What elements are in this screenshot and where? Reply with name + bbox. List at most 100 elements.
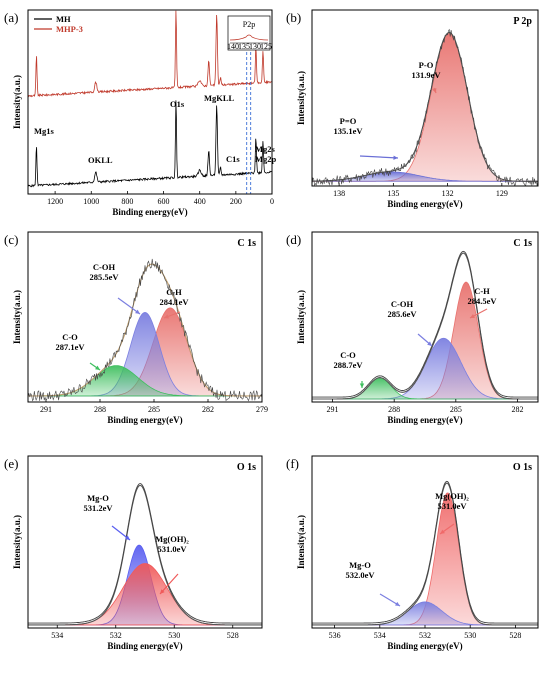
- panel-label: (e): [4, 456, 18, 471]
- raw-spectrum: [312, 480, 538, 624]
- x-tick-label: 291: [327, 405, 339, 414]
- peak-label-p-o: 135.1eV: [333, 126, 363, 136]
- inset-frame: [227, 15, 271, 51]
- x-tick-label: 135: [387, 189, 399, 198]
- peak-label-c-oh: C-OH: [93, 262, 116, 272]
- x-tick-label: 536: [329, 631, 341, 640]
- panel-title: C 1s: [237, 238, 256, 249]
- panel-label: (a): [4, 10, 18, 25]
- raw-spectrum: [28, 483, 262, 624]
- arrow-head: [470, 313, 475, 318]
- fit-envelope: [312, 252, 538, 400]
- peak-label-p-o: 131.9eV: [411, 70, 441, 80]
- x-tick-label: 530: [168, 631, 180, 640]
- x-tick-label: 528: [227, 631, 239, 640]
- legend-entry: MHP-3: [56, 24, 83, 34]
- peak-label-c-oh: 285.5eV: [89, 272, 119, 282]
- x-tick-label: 285: [450, 405, 462, 414]
- x-tick-label: 282: [511, 405, 523, 414]
- x-axis-label: Binding energy(eV): [387, 415, 462, 425]
- peak-label-mg-oh-2: Mg(OH)₂: [435, 491, 469, 501]
- x-tick-label: 285: [148, 405, 160, 414]
- peak-label-p-o: P-O: [419, 60, 434, 70]
- arrow-head: [432, 88, 437, 93]
- series-mhp-3-line: [27, 10, 273, 98]
- peak-label: Mg1s: [34, 126, 55, 136]
- x-tick-label: 400: [194, 197, 206, 206]
- peak-label-c-h: C-H: [474, 286, 490, 296]
- arrow-head: [164, 314, 169, 319]
- x-tick-label: 288: [94, 405, 106, 414]
- x-tick-label: 0: [270, 197, 274, 206]
- peak-label-mg-o: Mg-O: [87, 493, 109, 503]
- series-mh-line: [27, 100, 273, 188]
- panel-label: (b): [286, 10, 301, 25]
- inset-p2p: P2p 140 135 130 125: [227, 15, 272, 51]
- peak-label: C1s: [226, 154, 240, 164]
- x-tick-label: 534: [51, 631, 63, 640]
- peak-arrow: [359, 155, 399, 159]
- fit-envelope: [28, 484, 262, 626]
- inset-tick-label: 130: [249, 42, 261, 51]
- legend-entry: MH: [56, 14, 71, 24]
- peak-label-c-oh: C-OH: [391, 299, 414, 309]
- peak-label-mg-oh-2: 531.0eV: [157, 544, 187, 554]
- x-tick-label: 279: [256, 405, 268, 414]
- peak-label: MgKLL: [204, 93, 235, 103]
- arrow-head: [393, 155, 398, 160]
- x-tick-label: 291: [40, 405, 52, 414]
- arrow-head: [95, 365, 100, 370]
- panel-b: 138 135 132 129 Binding energy(eV) Intensity(…: [286, 9, 539, 209]
- x-tick-label: 534: [374, 631, 386, 640]
- peak-label-c-h: 284.1eV: [159, 297, 189, 307]
- plot-frame: [27, 455, 263, 629]
- x-tick-label: 132: [442, 189, 454, 198]
- arrow-head: [440, 529, 445, 534]
- peak-label-mg-oh-2: 531.0eV: [437, 501, 467, 511]
- fit-envelope: [312, 482, 538, 626]
- panel-label: (d): [286, 232, 301, 247]
- peak-label: Mg2s: [255, 144, 276, 154]
- arrow-head: [135, 309, 140, 314]
- inset-tick-label: 125: [260, 42, 272, 51]
- component-peak-mg-o: [311, 601, 539, 626]
- peak-label: O1s: [170, 99, 185, 109]
- inset-tick-label: 135: [238, 42, 250, 51]
- y-axis-label: Intensity(a.u.): [12, 515, 22, 569]
- x-tick-label: 129: [496, 189, 508, 198]
- panel-label: (c): [4, 232, 18, 247]
- panel-title: P 2p: [513, 16, 532, 27]
- x-tick-label: 138: [333, 189, 345, 198]
- x-tick-label: 532: [419, 631, 431, 640]
- component-peak-mg-oh-2: [27, 563, 263, 626]
- peak-label-p-o: P=O: [340, 116, 357, 126]
- peak-label-c-h: C-H: [166, 287, 182, 297]
- panel-e: 534 532 530 528 Binding energy(eV) Intensity(…: [4, 455, 263, 651]
- plot-frame: [311, 231, 539, 403]
- peak-label: Mg2p: [255, 154, 277, 164]
- plot-frame: [311, 9, 539, 187]
- inset-title: P2p: [243, 20, 255, 29]
- x-axis-label: Binding energy(eV): [387, 199, 462, 209]
- y-axis-label: Intensity(a.u.): [296, 515, 306, 569]
- raw-spectrum: [27, 258, 263, 402]
- panel-title: O 1s: [513, 462, 532, 473]
- component-peak-p-o: [311, 33, 539, 182]
- raw-spectrum: [311, 28, 539, 187]
- peak-label-c-o: 287.1eV: [55, 342, 85, 352]
- peak-label-c-o: C-O: [62, 332, 78, 342]
- panel-f: 536 534 532 530 528 Binding energy(eV) Intensi…: [286, 455, 539, 651]
- y-axis-label: Intensity(a.u.): [296, 71, 306, 125]
- y-axis-label: Intensity(a.u.): [12, 75, 22, 129]
- peak-label-c-oh: 285.6eV: [387, 309, 417, 319]
- x-tick-label: 200: [230, 197, 242, 206]
- y-axis-label: Intensity(a.u.): [12, 290, 22, 344]
- x-tick-label: 528: [509, 631, 521, 640]
- plot-frame: [27, 231, 263, 403]
- peak-label-c-h: 284.5eV: [467, 296, 497, 306]
- peak-arrow: [117, 297, 141, 315]
- fit-envelope: [311, 32, 538, 182]
- x-tick-label: 532: [110, 631, 122, 640]
